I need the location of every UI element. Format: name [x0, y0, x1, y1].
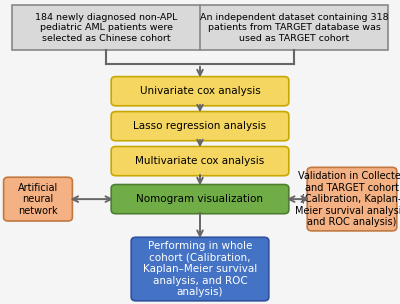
Text: Lasso regression analysis: Lasso regression analysis	[134, 121, 266, 131]
Text: Artificial
neural
network: Artificial neural network	[18, 182, 58, 216]
Text: Multivariate cox analysis: Multivariate cox analysis	[135, 156, 265, 166]
FancyBboxPatch shape	[307, 168, 397, 231]
Text: Univariate cox analysis: Univariate cox analysis	[140, 86, 260, 96]
FancyBboxPatch shape	[111, 77, 289, 106]
FancyBboxPatch shape	[12, 5, 388, 50]
FancyBboxPatch shape	[111, 112, 289, 141]
FancyBboxPatch shape	[111, 185, 289, 214]
FancyBboxPatch shape	[4, 177, 72, 221]
FancyBboxPatch shape	[111, 147, 289, 176]
Text: An independent dataset containing 318
patients from TARGET database was
used as : An independent dataset containing 318 pa…	[200, 13, 388, 43]
Text: Performing in whole
cohort (Calibration,
Kaplan–Meier survival
analysis, and ROC: Performing in whole cohort (Calibration,…	[143, 241, 257, 297]
Text: Validation in Collected
and TARGET cohort
(Calibration, Kaplan–
Meier survival a: Validation in Collected and TARGET cohor…	[295, 171, 400, 227]
FancyBboxPatch shape	[131, 237, 269, 301]
Text: Nomogram visualization: Nomogram visualization	[136, 194, 264, 204]
Text: 184 newly diagnosed non-APL
pediatric AML patients were
selected as Chinese coho: 184 newly diagnosed non-APL pediatric AM…	[35, 13, 177, 43]
